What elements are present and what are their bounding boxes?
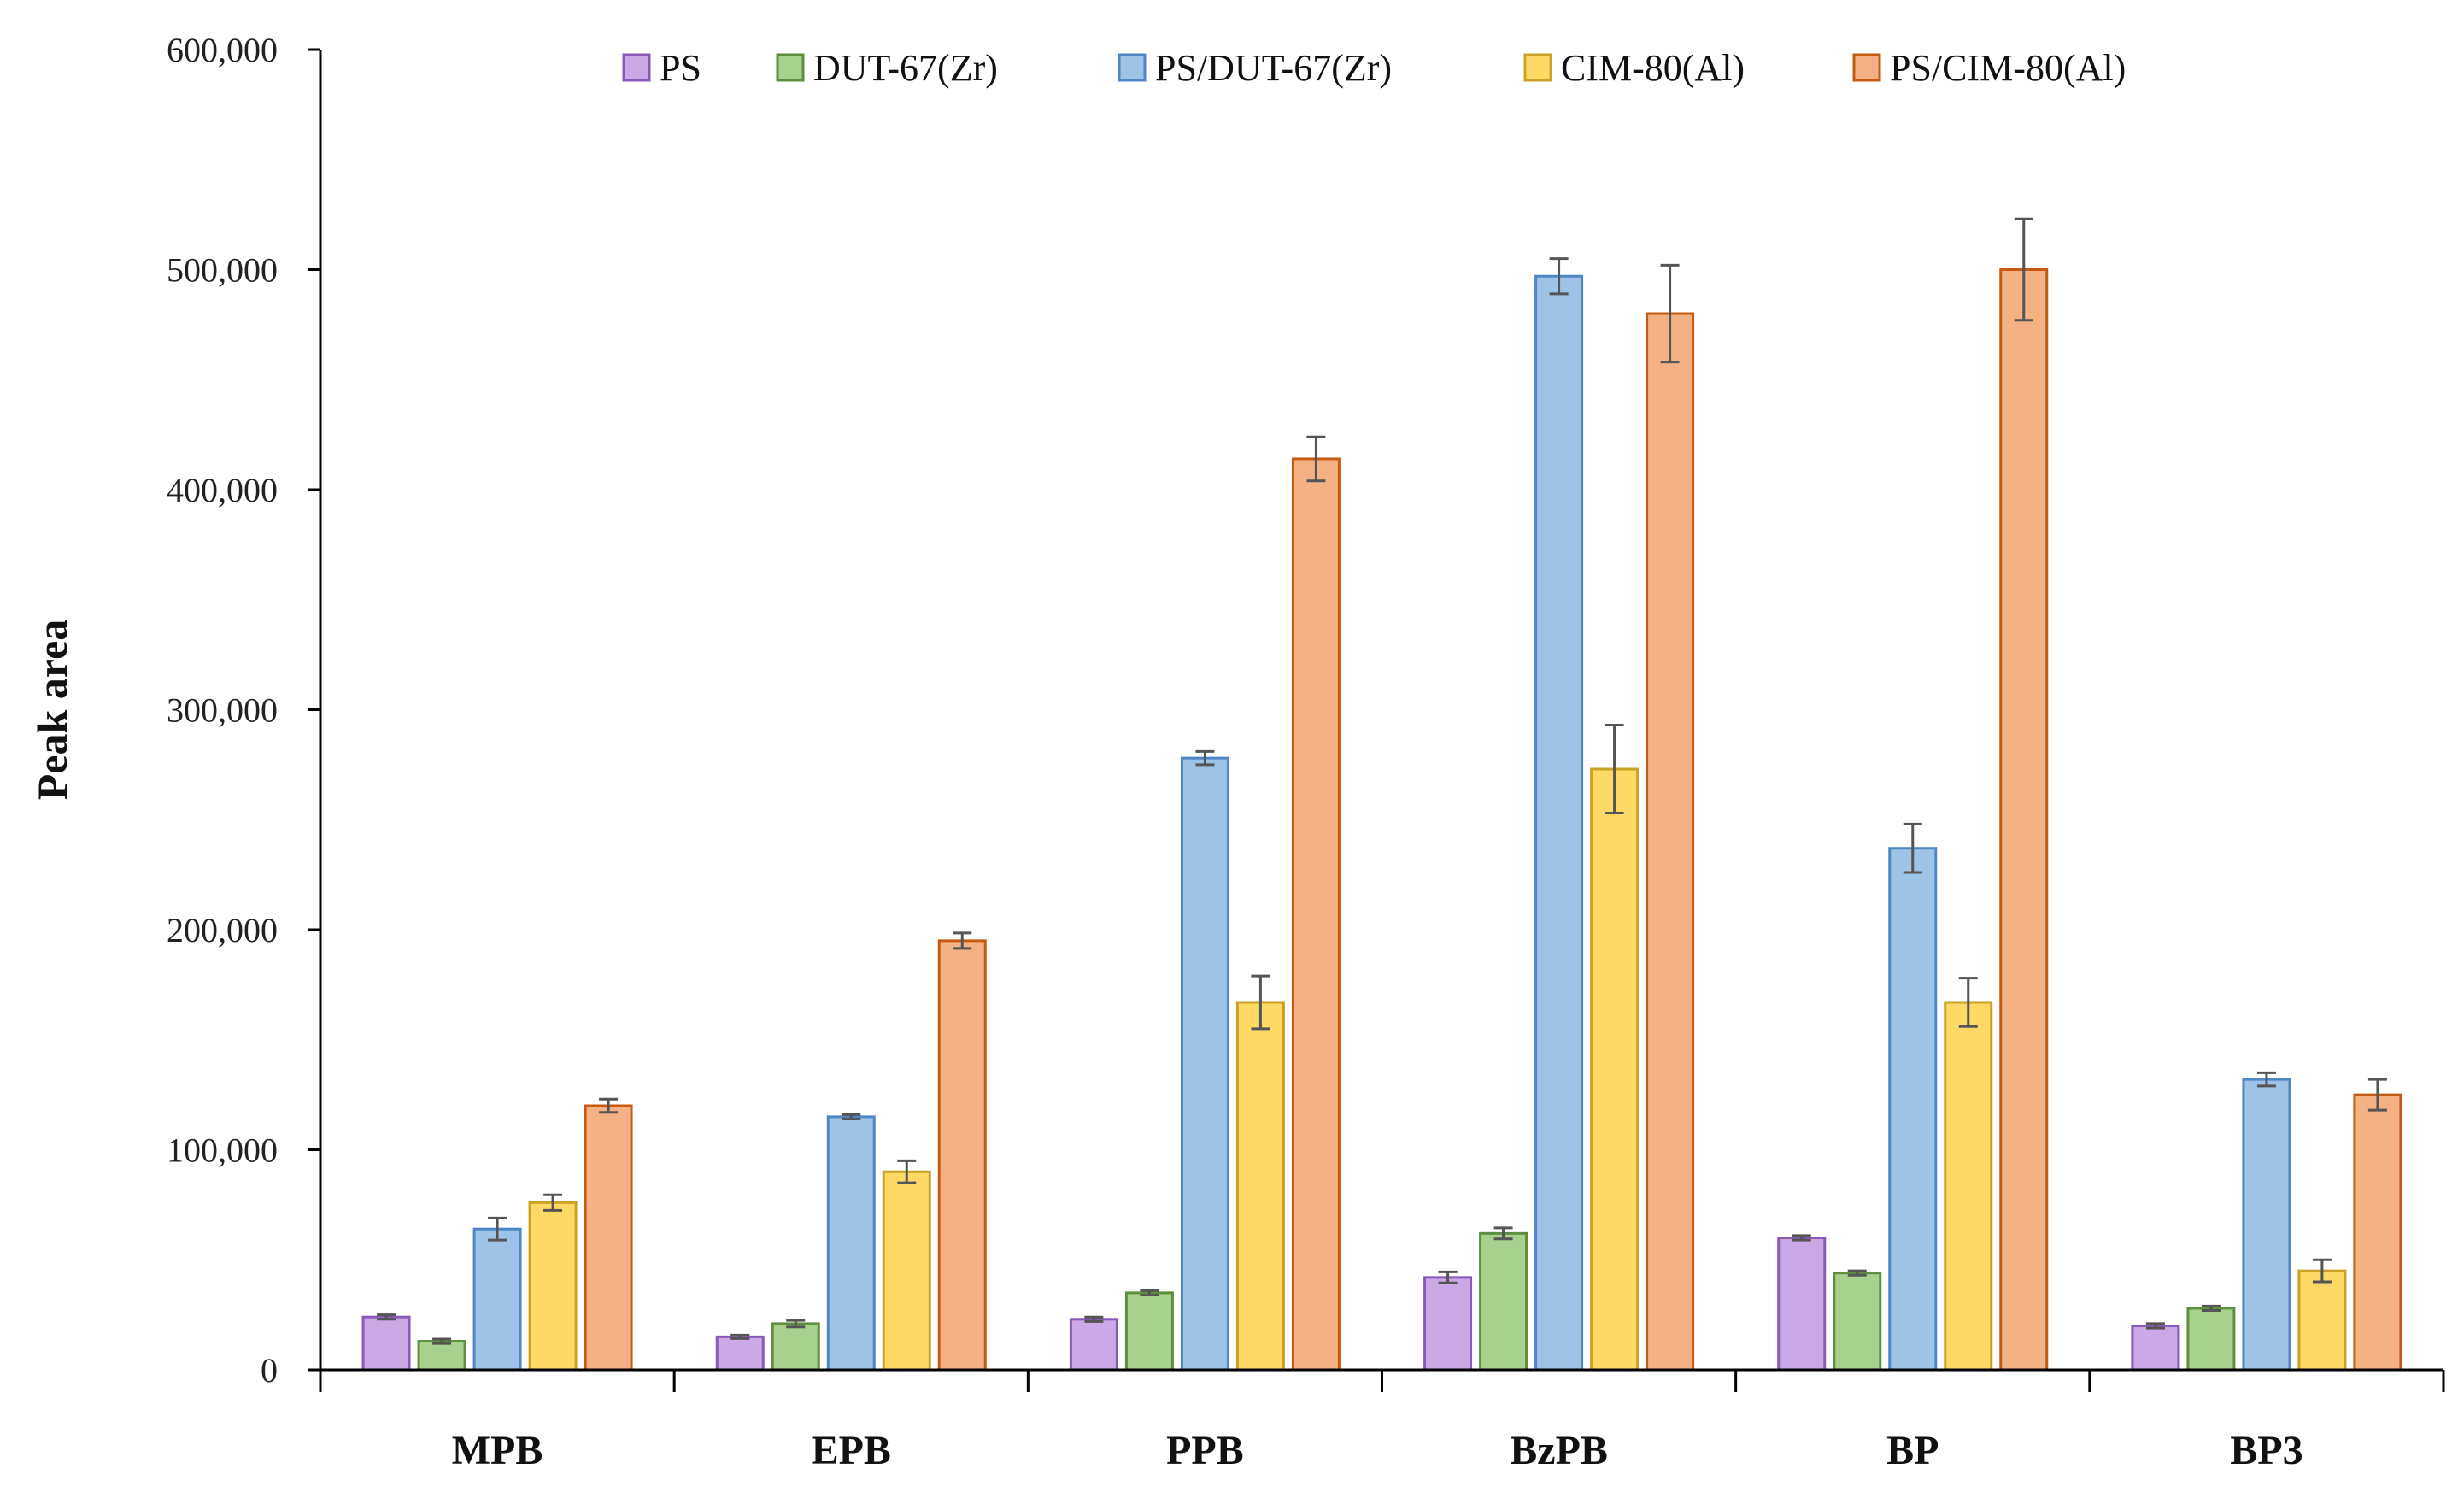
bar-EPB-PS bbox=[715, 1335, 765, 1372]
bar-MPB-PS/CIM-80(Al) bbox=[584, 1104, 633, 1372]
legend-label: CIM-80(Al) bbox=[1561, 47, 1745, 89]
bar-EPB-PS/CIM-80(Al) bbox=[937, 939, 987, 1372]
bars-group bbox=[361, 217, 2402, 1372]
legend-swatch-CIM-80(Al) bbox=[1523, 53, 1552, 82]
y-tick-label: 100,000 bbox=[167, 1131, 278, 1170]
bar-BP3-PS/CIM-80(Al) bbox=[2353, 1093, 2402, 1372]
y-tick-label: 600,000 bbox=[167, 31, 278, 69]
bar-MPB-PS/DUT-67(Zr) bbox=[472, 1227, 522, 1372]
legend: PS DUT-67(Zr) PS/DUT-67(Zr) CIM-80(Al) PS/CI… bbox=[622, 47, 2126, 89]
bar-PPB-DUT-67(Zr) bbox=[1124, 1291, 1174, 1372]
bar-BP-DUT-67(Zr) bbox=[1833, 1272, 1882, 1372]
bar-BP3-PS/DUT-67(Zr) bbox=[2242, 1078, 2291, 1372]
bar-BP-PS bbox=[1777, 1237, 1827, 1372]
bar-BzPB-PS bbox=[1423, 1276, 1473, 1372]
x-category-label: MPB bbox=[452, 1428, 543, 1473]
bar-PPB-PS/CIM-80(Al) bbox=[1291, 457, 1341, 1372]
bar-BzPB-DUT-67(Zr) bbox=[1479, 1231, 1528, 1372]
labels-group: 0 100,000 200,000 300,000 400,000 500,000 600,… bbox=[28, 31, 2303, 1473]
legend-label: PS/DUT-67(Zr) bbox=[1155, 47, 1392, 89]
legend-label: PS bbox=[660, 47, 701, 89]
bar-MPB-DUT-67(Zr) bbox=[417, 1340, 466, 1372]
bar-EPB-PS/DUT-67(Zr) bbox=[826, 1115, 876, 1372]
legend-label: PS/CIM-80(Al) bbox=[1890, 47, 2126, 89]
y-axis-title: Peak area bbox=[28, 620, 76, 801]
bar-EPB-CIM-80(Al) bbox=[882, 1170, 931, 1372]
axes-group bbox=[308, 48, 2445, 1392]
y-tick-label: 0 bbox=[261, 1351, 278, 1389]
bar-BP3-CIM-80(Al) bbox=[2297, 1269, 2347, 1372]
bar-BzPB-CIM-80(Al) bbox=[1590, 767, 1640, 1372]
bar-PPB-PS/DUT-67(Zr) bbox=[1180, 756, 1229, 1372]
legend-swatch-PS bbox=[622, 53, 651, 82]
x-category-label: PPB bbox=[1166, 1428, 1244, 1473]
legend-swatch-PS/CIM-80(Al) bbox=[1852, 53, 1881, 82]
y-tick-label: 500,000 bbox=[167, 251, 278, 290]
legend-swatch-PS/DUT-67(Zr) bbox=[1118, 53, 1147, 82]
bar-BP-CIM-80(Al) bbox=[1944, 1001, 1993, 1372]
x-category-label: BP3 bbox=[2230, 1428, 2303, 1473]
bar-PPB-CIM-80(Al) bbox=[1235, 1001, 1285, 1372]
bar-BP-PS/DUT-67(Zr) bbox=[1888, 847, 1938, 1372]
bar-BzPB-PS/DUT-67(Zr) bbox=[1534, 274, 1584, 1372]
bar-EPB-DUT-67(Zr) bbox=[771, 1322, 820, 1372]
bar-BzPB-PS/CIM-80(Al) bbox=[1646, 312, 1695, 1372]
x-category-label: BzPB bbox=[1510, 1428, 1608, 1473]
bar-PPB-PS bbox=[1069, 1318, 1118, 1372]
y-tick-label: 400,000 bbox=[167, 471, 278, 509]
legend-swatch-DUT-67(Zr) bbox=[776, 53, 805, 82]
legend-label: DUT-67(Zr) bbox=[813, 47, 998, 89]
bar-MPB-CIM-80(Al) bbox=[528, 1201, 578, 1372]
bar-BP-PS/CIM-80(Al) bbox=[1999, 268, 2049, 1372]
bar-BP3-PS bbox=[2131, 1325, 2180, 1372]
y-tick-label: 300,000 bbox=[167, 691, 278, 730]
x-category-label: BP bbox=[1886, 1428, 1939, 1473]
y-tick-label: 200,000 bbox=[167, 911, 278, 949]
bar-MPB-PS bbox=[361, 1315, 411, 1372]
bar-BP3-DUT-67(Zr) bbox=[2186, 1307, 2236, 1372]
x-category-label: EPB bbox=[812, 1428, 891, 1473]
